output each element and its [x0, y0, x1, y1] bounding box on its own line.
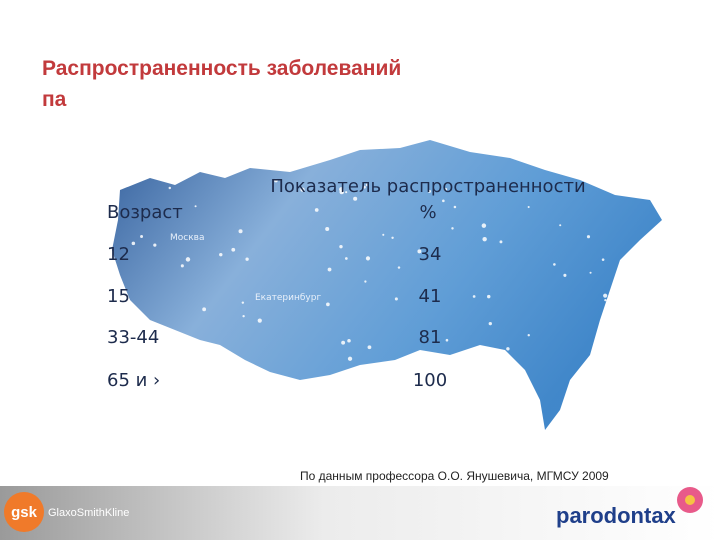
star: [472, 295, 476, 298]
star: [274, 178, 278, 183]
star: [167, 177, 171, 181]
star: [488, 322, 492, 326]
star: [257, 318, 262, 323]
star: [194, 205, 197, 208]
star: [347, 356, 353, 361]
table-header: Показатель распространенности: [270, 176, 585, 197]
star: [553, 263, 556, 266]
star: [231, 247, 236, 252]
star: [327, 267, 332, 272]
star: [353, 196, 358, 201]
star: [445, 338, 449, 342]
map: [112, 140, 662, 430]
star: [563, 273, 567, 277]
table-cell: 34: [419, 244, 442, 265]
table-body: 12 34 15 41 33-44 81 65 и › 100: [107, 244, 447, 391]
star: [325, 227, 330, 232]
brand-logo: parodontax: [556, 503, 677, 528]
footnote: По данным профессора О.О. Янушевича, МГМ…: [300, 469, 609, 483]
star: [347, 338, 351, 343]
star: [345, 257, 348, 260]
star: [345, 191, 348, 194]
gsk-name: GlaxoSmithKline: [48, 507, 129, 519]
star: [382, 233, 385, 236]
star: [603, 293, 608, 298]
table-cell: 15: [107, 286, 130, 307]
star: [166, 349, 170, 353]
star: [140, 235, 144, 238]
star: [499, 240, 503, 244]
table-cell: 81: [419, 327, 442, 348]
star: [242, 315, 245, 318]
star: [527, 334, 530, 337]
star: [238, 229, 243, 234]
star: [168, 186, 172, 190]
star: [185, 257, 191, 262]
star: [202, 307, 207, 312]
star: [487, 294, 491, 299]
star: [482, 236, 487, 242]
table-cell: 100: [413, 370, 447, 391]
star: [185, 343, 190, 348]
star: [165, 340, 170, 344]
table-header: Возраст: [107, 202, 183, 223]
star: [219, 252, 223, 257]
flower: [677, 487, 703, 513]
star: [132, 317, 136, 321]
star: [339, 187, 344, 192]
star: [527, 205, 530, 209]
table-cell: 33-44: [107, 327, 159, 348]
star: [453, 205, 457, 209]
star: [559, 224, 562, 227]
map-label: Екатеринбург: [255, 293, 321, 303]
star: [417, 249, 422, 254]
star: [604, 298, 607, 302]
table-cell: 65 и ›: [107, 370, 160, 391]
star: [153, 243, 157, 247]
star: [362, 185, 366, 189]
title-line: Распространенность заболеваний: [42, 57, 401, 80]
overlay-box: [86, 88, 720, 118]
star: [365, 256, 371, 261]
star: [241, 301, 245, 304]
star: [245, 257, 249, 261]
star: [481, 223, 487, 228]
star: [151, 351, 157, 356]
star: [314, 208, 319, 212]
star: [451, 227, 454, 230]
star: [365, 183, 369, 187]
star: [601, 258, 605, 261]
star: [506, 347, 510, 351]
star: [391, 236, 394, 239]
star: [326, 302, 330, 307]
footer-bar: [0, 486, 720, 540]
star: [586, 235, 591, 239]
map-stars: [131, 177, 608, 361]
table-header: %: [419, 202, 436, 223]
star: [131, 241, 136, 246]
star: [397, 266, 401, 269]
title-line: па: [42, 88, 67, 111]
star: [442, 199, 445, 203]
table-cell: 41: [419, 286, 442, 307]
star: [367, 345, 372, 350]
table-cell: 12: [107, 244, 130, 265]
gsk-logo: [4, 492, 44, 532]
star: [592, 348, 597, 354]
star: [427, 189, 432, 193]
map-label: Москва: [170, 233, 204, 243]
star: [589, 271, 592, 274]
star: [341, 340, 346, 345]
gsk-logo-text: gsk: [11, 504, 38, 521]
star: [394, 297, 398, 301]
star: [364, 280, 367, 283]
star: [180, 264, 184, 268]
star: [443, 187, 448, 192]
star: [339, 244, 343, 249]
star: [300, 187, 305, 192]
